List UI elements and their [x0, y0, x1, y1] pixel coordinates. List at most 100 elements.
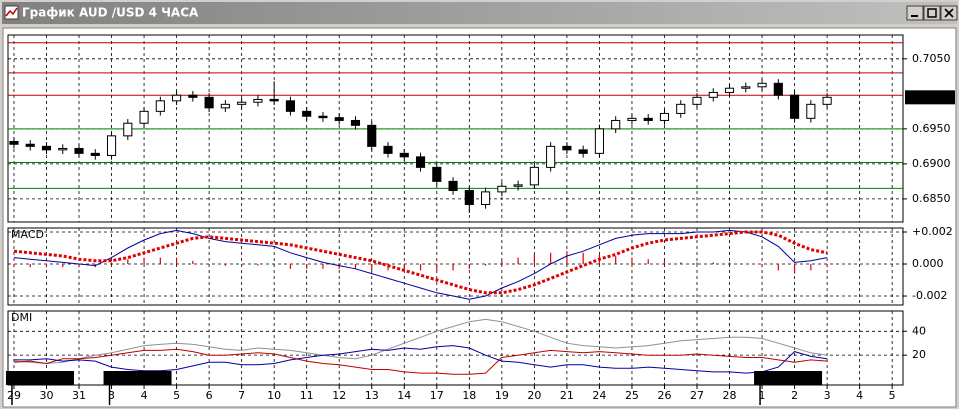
- candle-body: [562, 145, 572, 151]
- candle-body: [123, 122, 133, 137]
- y-tick-label: 0.6900: [912, 157, 951, 170]
- x-tick-label: 14: [397, 389, 411, 402]
- x-tick-label: 27: [690, 389, 704, 402]
- maximize-button[interactable]: [923, 5, 941, 21]
- candle-body: [25, 143, 35, 147]
- candle-body: [139, 110, 149, 124]
- x-tick-label: 24: [592, 389, 606, 402]
- candle-body: [58, 147, 68, 151]
- candle-body: [188, 94, 198, 98]
- candle-body: [741, 86, 751, 89]
- x-tick-label: 30: [39, 389, 53, 402]
- candle-body: [594, 128, 604, 154]
- candle-body: [334, 117, 344, 121]
- x-tick-label: 3: [824, 389, 831, 402]
- window-title: График AUD /USD 4 ЧАСА: [22, 6, 199, 20]
- candle-body: [659, 112, 670, 121]
- close-icon: [944, 8, 954, 18]
- x-tick-label: 2: [791, 389, 798, 402]
- candle-body: [481, 191, 491, 205]
- candle-body: [106, 135, 117, 156]
- y-tick-label: 20: [912, 348, 926, 361]
- x-tick-label: 10: [267, 389, 281, 402]
- candle-body: [708, 91, 718, 98]
- period-label-box: [5, 371, 74, 385]
- candle-body: [285, 100, 295, 112]
- candle-body: [41, 145, 52, 151]
- indicator-line: [13, 318, 828, 365]
- minimize-button[interactable]: [906, 5, 924, 21]
- candle-body: [773, 82, 783, 96]
- candle-body: [302, 110, 312, 117]
- window-buttons[interactable]: [906, 5, 958, 21]
- candle-body: [448, 180, 458, 191]
- y-tick-label: 0.000: [912, 257, 944, 270]
- x-tick-label: 4: [141, 389, 148, 402]
- candle-body: [676, 103, 686, 114]
- candle-body: [822, 96, 832, 105]
- x-tick-label: 17: [430, 389, 444, 402]
- x-tick-label: 5: [889, 389, 896, 402]
- x-tick-label: 21: [560, 389, 574, 402]
- x-tick-label: 20: [527, 389, 541, 402]
- current-price-label: 0.6995: [911, 90, 950, 103]
- y-tick-label: 40: [912, 324, 926, 337]
- maximize-icon: [927, 8, 937, 18]
- x-tick-label: 25: [625, 389, 639, 402]
- title-bar: [2, 2, 957, 24]
- indicator-line: [13, 230, 828, 295]
- x-tick-label: 4: [856, 389, 863, 402]
- candle-body: [367, 124, 377, 147]
- y-tick-label: 0.7050: [912, 52, 951, 65]
- y-tick-label: 0.6850: [912, 192, 951, 205]
- candle-body: [432, 166, 442, 182]
- panel-title: MACD: [11, 228, 44, 241]
- x-tick-label: 19: [495, 389, 509, 402]
- period-label-box: [754, 371, 823, 385]
- x-tick-label: 5: [173, 389, 180, 402]
- candle-body: [497, 185, 507, 193]
- candle-body: [578, 149, 588, 154]
- x-tick-label: 1: [759, 389, 766, 402]
- candle-body: [204, 96, 214, 109]
- candle-body: [415, 156, 426, 168]
- candle-body: [529, 166, 539, 186]
- y-tick-label: 0.6950: [912, 122, 951, 135]
- candle-body: [253, 98, 263, 103]
- candle-body: [546, 145, 556, 168]
- candle-body: [318, 115, 328, 119]
- candle-body: [9, 140, 19, 145]
- candle-body: [790, 94, 800, 119]
- x-tick-label: 26: [657, 389, 671, 402]
- candle-body: [464, 189, 474, 205]
- candle-body: [399, 152, 409, 158]
- candle-body: [513, 184, 523, 187]
- indicator-line: [13, 229, 828, 300]
- y-tick-label: +0.002: [912, 225, 953, 238]
- candle-body: [220, 103, 230, 109]
- candle-body: [155, 100, 165, 112]
- candle-body: [643, 117, 653, 121]
- candle-body: [692, 96, 702, 105]
- candle-body: [74, 147, 84, 154]
- period-label: Май 2019: [10, 371, 65, 384]
- x-tick-label: 7: [238, 389, 245, 402]
- x-tick-label: 6: [206, 389, 213, 402]
- x-tick-label: 28: [723, 389, 737, 402]
- panel: [7, 227, 904, 306]
- candle-body: [627, 117, 637, 121]
- candle-body: [611, 119, 621, 130]
- candle-body: [757, 82, 767, 88]
- x-tick-label: 12: [332, 389, 346, 402]
- x-tick-label: 13: [365, 389, 379, 402]
- indicator-line: [14, 345, 828, 374]
- candle-body: [237, 101, 247, 105]
- x-tick-label: 3: [108, 389, 115, 402]
- x-tick-label: 18: [462, 389, 476, 402]
- period-label-box: [103, 371, 172, 385]
- candle-body: [269, 98, 279, 102]
- candle-body: [350, 119, 361, 126]
- candle-body: [383, 145, 393, 154]
- candle-body: [90, 152, 100, 156]
